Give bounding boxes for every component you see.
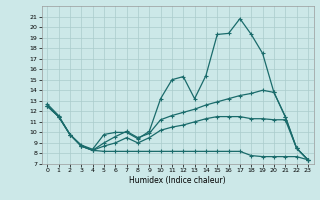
X-axis label: Humidex (Indice chaleur): Humidex (Indice chaleur) [129, 176, 226, 185]
